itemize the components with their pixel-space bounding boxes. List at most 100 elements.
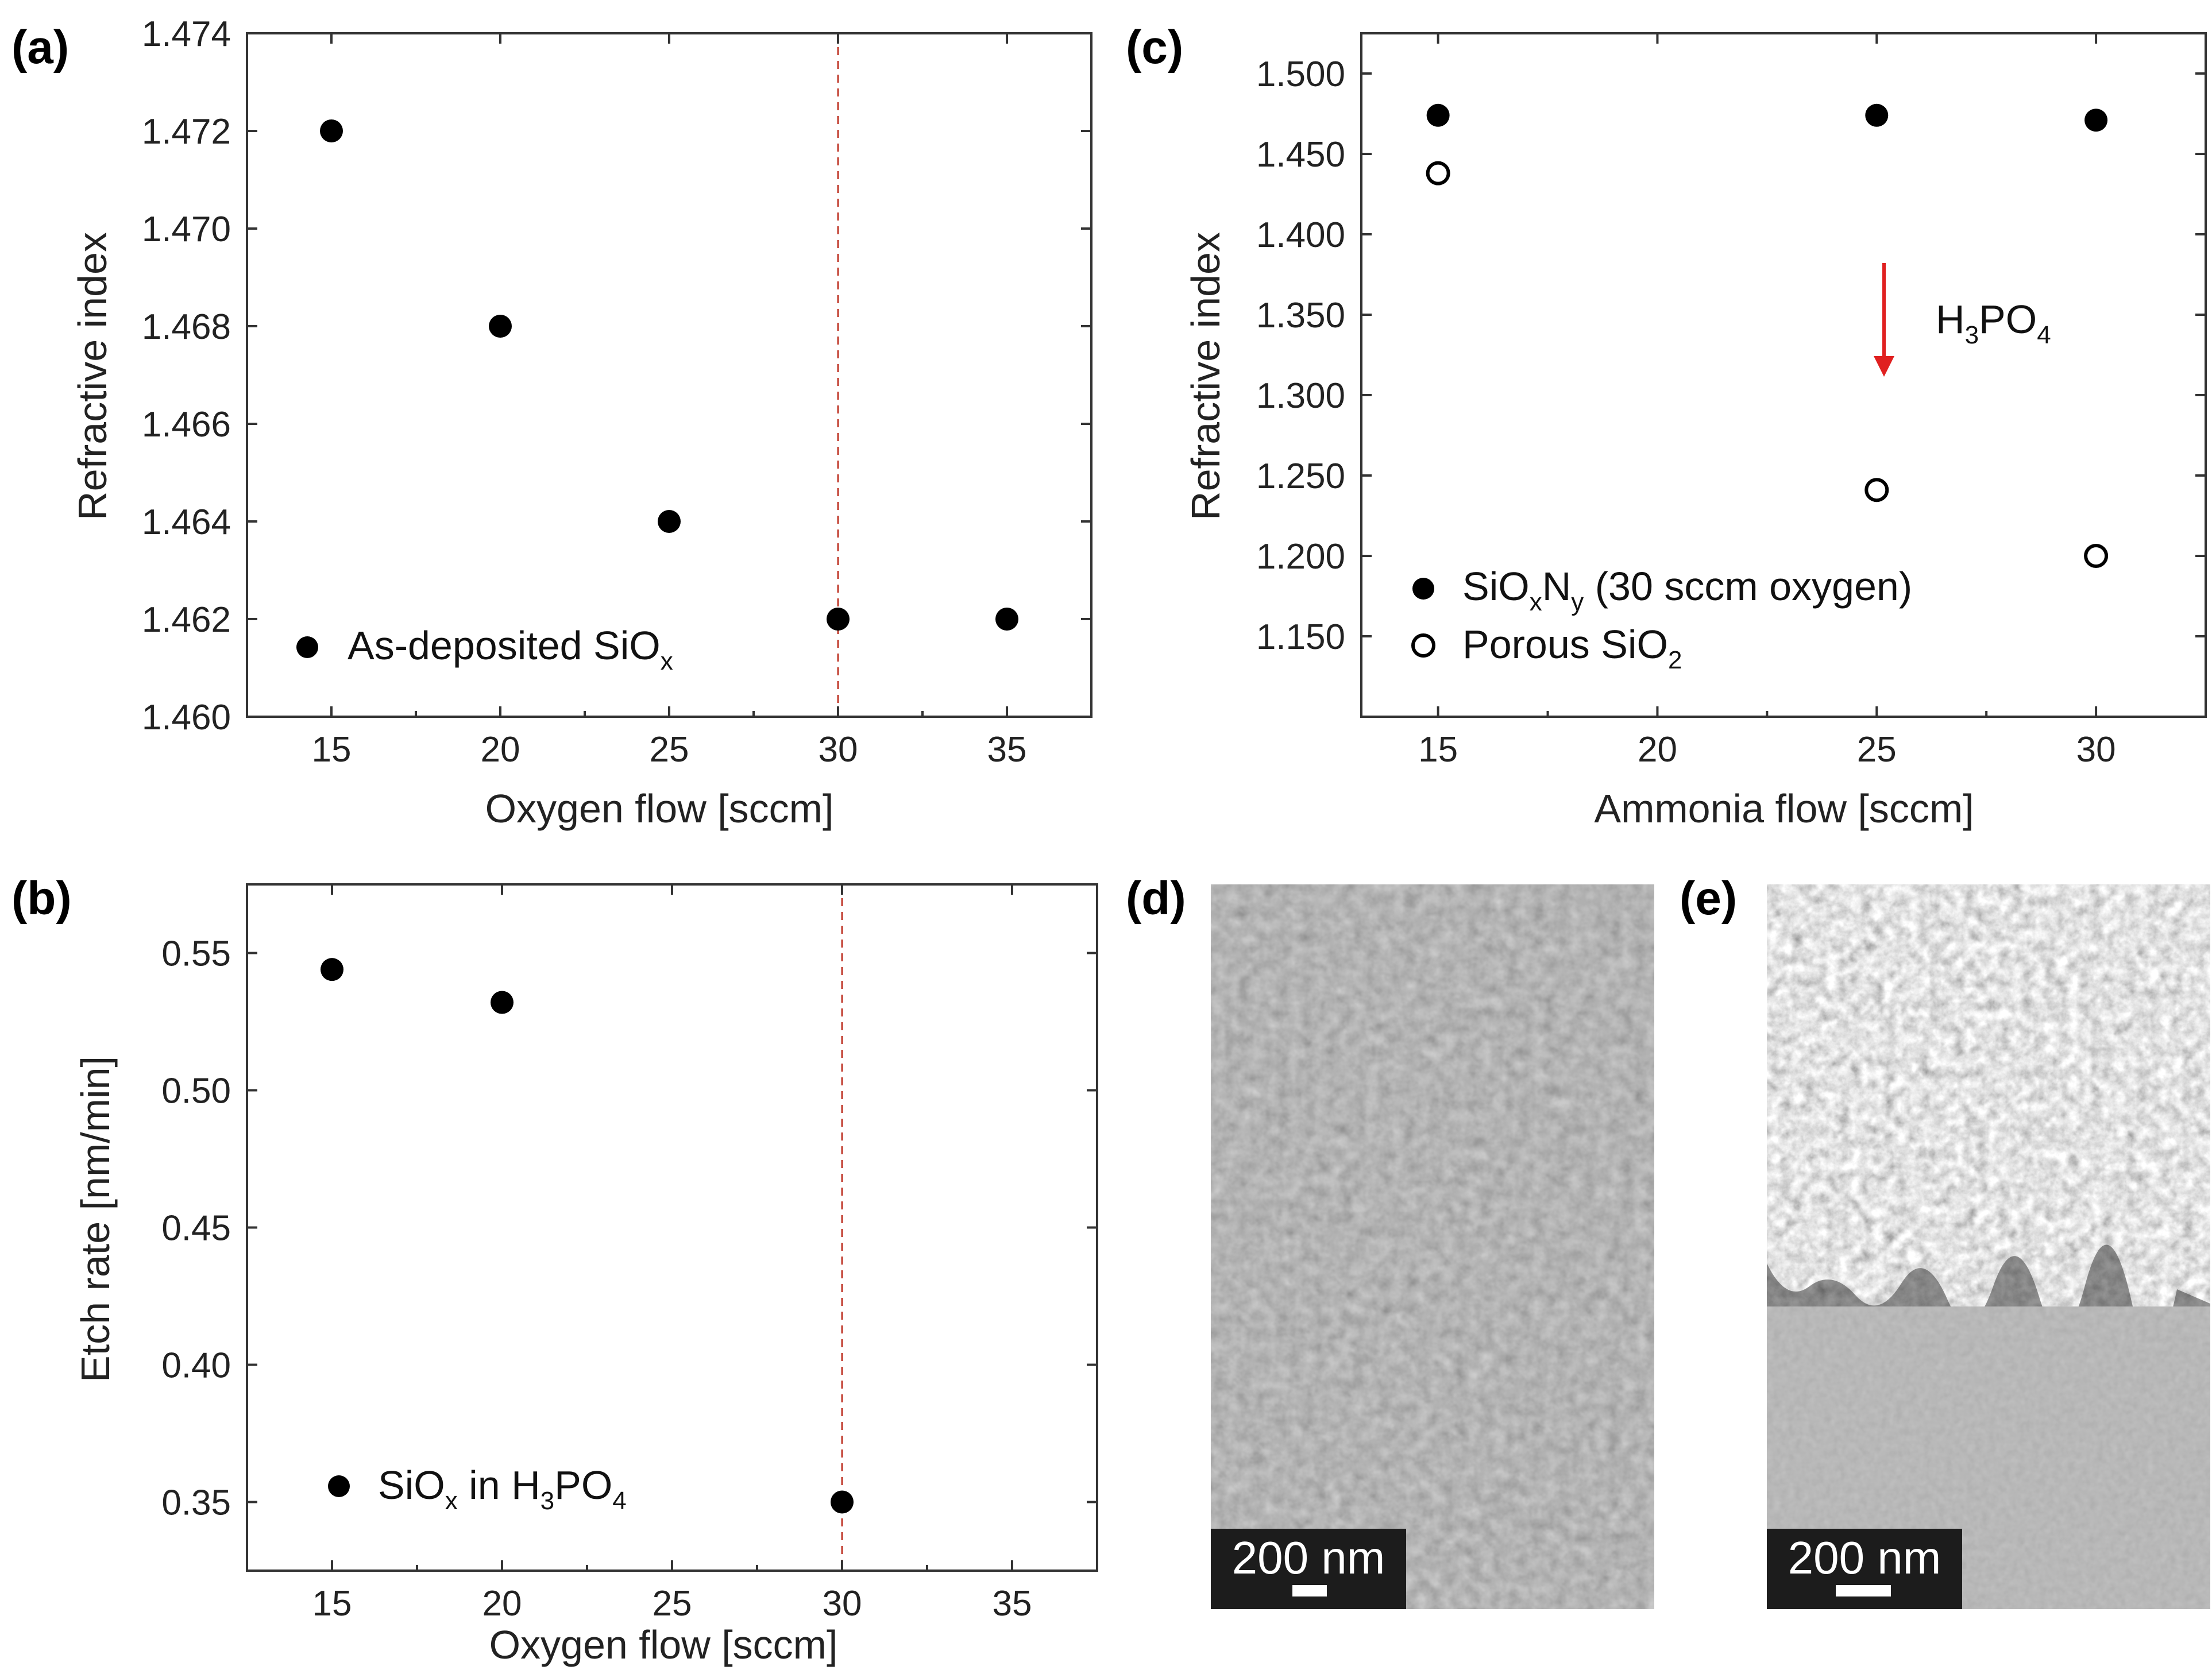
- chart-c-legend-text-0: SiOxNy (30 sccm oxygen): [1462, 564, 1912, 616]
- chart-b-point-s0-0: [321, 958, 343, 981]
- chart-c-point-s1-2: [2084, 544, 2109, 568]
- chart-b-legend-marker: [328, 1475, 350, 1497]
- chart-b-ytick-label: 0.55: [161, 934, 231, 974]
- chart-c-legend1-part-1: 2: [1668, 646, 1682, 674]
- chart-a-xtick-label: 30: [819, 730, 858, 770]
- chart-b-legend-part-4: PO: [554, 1463, 612, 1507]
- chart-c-ytick-label: 1.250: [1256, 457, 1345, 496]
- chart-c-point-s0-1: [1865, 103, 1889, 127]
- panel-label-b: (b): [11, 872, 72, 925]
- chart-c-xtick-label: 30: [2076, 730, 2116, 770]
- chart-b-xtick-label: 15: [312, 1584, 352, 1623]
- chart-c-xlabel: Ammonia flow [sccm]: [1594, 786, 1974, 831]
- chart-c-annot-part-1: 3: [1965, 321, 1979, 349]
- chart-c-xtick-label: 15: [1418, 730, 1458, 770]
- chart-a-ytick-label: 1.466: [142, 405, 231, 444]
- chart-b-legend-part-2: in H: [458, 1463, 541, 1507]
- chart-b-frame: [246, 883, 1098, 1572]
- chart-c-point-s0-2: [2084, 109, 2108, 132]
- chart-c-plot: 15 20 25 30 1.150 1.200 1.250 1.300 1.350 1.400 1.…: [1256, 32, 2207, 770]
- chart-b-ylabel: Etch rate [nm/min]: [73, 1056, 118, 1382]
- chart-b-legend-part-1: x: [445, 1487, 458, 1515]
- chart-c-ytick-label: 1.200: [1256, 537, 1345, 577]
- chart-c-ytick-label: 1.350: [1256, 296, 1345, 335]
- sem-e-scalebar-text: 200 nm: [1788, 1532, 1941, 1583]
- chart-c-xtick-label: 25: [1857, 730, 1897, 770]
- chart-a-xtick-label: 25: [650, 730, 689, 770]
- chart-c-annot-part-0: H: [1936, 297, 1965, 342]
- chart-c-point-s0-0: [1426, 103, 1450, 127]
- chart-c-point-s1-0: [1426, 161, 1450, 185]
- chart-a-xtick-label: 20: [481, 730, 520, 770]
- chart-b-ytick-label: 0.40: [161, 1346, 231, 1386]
- chart-b-legend-part-0: SiO: [378, 1463, 445, 1507]
- chart-c-legend-marker-open: [1411, 633, 1435, 658]
- chart-b-point-s0-2: [831, 1490, 854, 1514]
- chart-b: 15 20 25 30 35 0.35 0.40 0.45 0.50 0.55 Oxygen fl…: [73, 883, 1098, 1667]
- chart-a-point-s0-0: [320, 119, 343, 142]
- panel-label-e: (e): [1680, 872, 1737, 925]
- chart-a-legend-text: As-deposited SiOx: [348, 623, 673, 675]
- chart-c-legend1-part-0: Porous SiO: [1462, 622, 1668, 667]
- chart-a-xtick-label: 35: [987, 730, 1027, 770]
- sem-d-scalebar-line: [1292, 1585, 1327, 1596]
- chart-c-legend: SiOxNy (30 sccm oxygen) Porous SiO2: [1411, 564, 1912, 674]
- sem-image-d: 200 nm: [1211, 884, 1654, 1609]
- chart-c-xtick-label: 20: [1638, 730, 1677, 770]
- chart-c-legend0-part-3: y: [1571, 588, 1584, 616]
- chart-a-point-s0-2: [658, 510, 681, 533]
- chart-a-ytick-label: 1.462: [142, 600, 231, 640]
- chart-a-point-s0-3: [827, 608, 850, 631]
- chart-b-xtick-label: 20: [482, 1584, 522, 1623]
- chart-a-point-s0-1: [489, 315, 512, 338]
- chart-a-legend-main: As-deposited SiO: [348, 623, 661, 668]
- sem-e-porous-layer: [1767, 884, 2210, 1306]
- chart-c-legend0-part-2: N: [1542, 564, 1572, 609]
- chart-a-ytick-label: 1.460: [142, 698, 231, 737]
- chart-c-point-s1-1: [1864, 478, 1889, 502]
- chart-b-xtick-label: 35: [993, 1584, 1032, 1623]
- chart-b-point-s0-1: [491, 991, 514, 1014]
- chart-a-plot: 15 20 25 30 35 1.460 1.462 1.464 1.466 1.468 1.470…: [142, 14, 1093, 770]
- chart-a-ytick-label: 1.470: [142, 210, 231, 249]
- chart-b-legend-part-5: 4: [612, 1487, 626, 1515]
- chart-b-ytick-label: 0.35: [161, 1483, 231, 1523]
- chart-b-xtick-label: 25: [653, 1584, 692, 1623]
- chart-b-legend-text: SiOx in H3PO4: [378, 1463, 627, 1515]
- chart-c-frame: [1360, 32, 2207, 718]
- chart-a-frame: [246, 32, 1093, 718]
- chart-c: 15 20 25 30 1.150 1.200 1.250 1.300 1.350 1.400 1.…: [1183, 32, 2207, 831]
- chart-c-ytick-label: 1.300: [1256, 376, 1345, 416]
- chart-b-ytick-label: 0.50: [161, 1072, 231, 1111]
- chart-c-ytick-label: 1.150: [1256, 617, 1345, 657]
- chart-c-ytick-label: 1.500: [1256, 55, 1345, 94]
- panel-label-d: (d): [1126, 872, 1186, 925]
- chart-c-legend0-part-1: x: [1530, 588, 1542, 616]
- chart-a-ytick-label: 1.464: [142, 502, 231, 542]
- sem-d-texture: [1211, 884, 1654, 1609]
- chart-a-ylabel: Refractive index: [70, 232, 115, 520]
- chart-a-legend-marker: [296, 636, 318, 658]
- chart-a-point-s0-4: [995, 608, 1018, 631]
- chart-b-plot: 15 20 25 30 35 0.35 0.40 0.45 0.50 0.55: [161, 883, 1098, 1623]
- chart-c-annotation: H3PO4: [1936, 297, 2051, 349]
- sem-e-interface: [1767, 1244, 2210, 1347]
- chart-c-legend0-part-0: SiO: [1462, 564, 1530, 609]
- chart-b-xtick-label: 30: [823, 1584, 862, 1623]
- sem-image-e: 200 nm: [1767, 884, 2210, 1609]
- chart-a-ytick-label: 1.472: [142, 112, 231, 152]
- chart-c-ytick-label: 1.450: [1256, 135, 1345, 175]
- chart-b-xlabel: Oxygen flow [sccm]: [489, 1622, 838, 1667]
- chart-c-annot-part-3: 4: [2037, 321, 2051, 349]
- panel-label-c: (c): [1126, 21, 1183, 74]
- chart-c-legend-marker-filled: [1412, 578, 1434, 600]
- chart-a-xlabel: Oxygen flow [sccm]: [485, 786, 834, 831]
- chart-a-ytick-label: 1.468: [142, 307, 231, 347]
- chart-b-ytick-label: 0.45: [161, 1209, 231, 1248]
- chart-c-ytick-label: 1.400: [1256, 215, 1345, 255]
- chart-a: 15 20 25 30 35 1.460 1.462 1.464 1.466 1.468 1.470…: [70, 14, 1093, 831]
- chart-a-xtick-label: 15: [312, 730, 352, 770]
- panel-label-a: (a): [11, 21, 69, 74]
- chart-c-ylabel: Refractive index: [1183, 232, 1228, 520]
